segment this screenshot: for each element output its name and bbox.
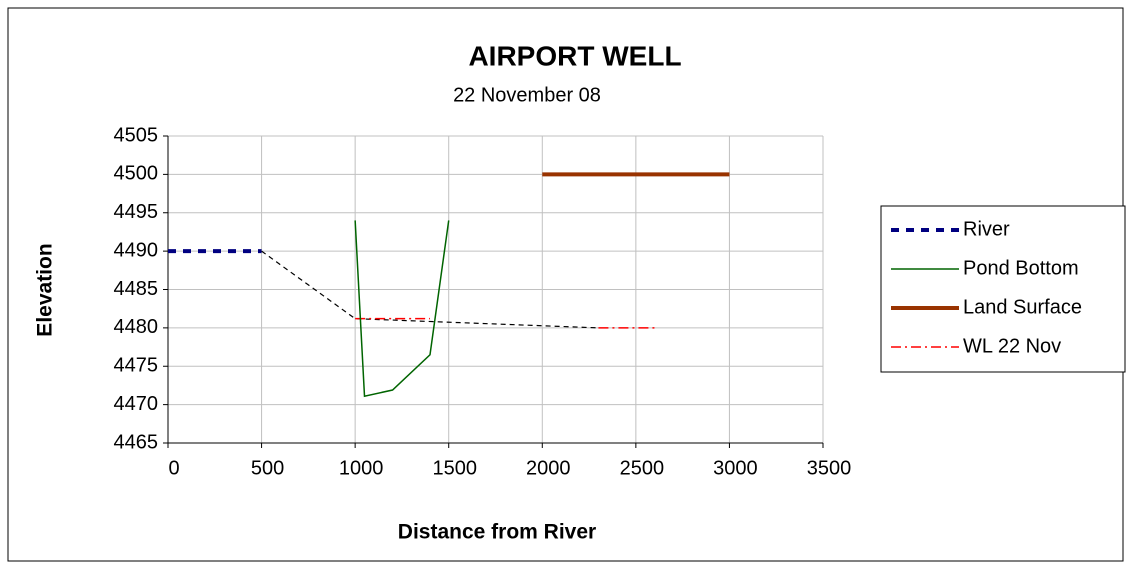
y-tick-label: 4500	[114, 163, 159, 185]
y-tick-label: 4495	[114, 201, 159, 223]
legend-label: WL 22 Nov	[963, 335, 1061, 357]
legend-box	[880, 205, 1126, 373]
y-tick-label: 4490	[114, 239, 159, 261]
x-tick-label: 0	[168, 457, 179, 479]
series-line	[354, 220, 450, 398]
chart-title: AIRPORT WELL	[468, 40, 681, 71]
x-tick-label: 2500	[620, 457, 665, 479]
y-tick-label: 4480	[114, 316, 159, 338]
series-line	[355, 317, 655, 329]
y-tick-label: 4465	[114, 431, 159, 453]
x-tick-label: 1000	[339, 457, 384, 479]
x-tick-label: 3500	[807, 457, 852, 479]
legend-label: Pond Bottom	[963, 257, 1079, 279]
y-tick-label: 4470	[114, 393, 159, 415]
chart-subtitle: 22 November 08	[453, 84, 601, 106]
y-axis-title: Elevation	[34, 243, 57, 336]
y-tick-label: 4485	[114, 278, 159, 300]
x-axis-title: Distance from River	[398, 521, 596, 544]
legend-label: Land Surface	[963, 296, 1082, 318]
x-tick-label: 3000	[713, 457, 758, 479]
series-line	[261, 250, 599, 329]
x-tick-label: 2000	[526, 457, 571, 479]
y-tick-label: 4505	[114, 124, 159, 146]
x-tick-label: 1500	[432, 457, 477, 479]
x-tick-label: 500	[251, 457, 284, 479]
legend-label: River	[963, 218, 1010, 240]
y-tick-label: 4475	[114, 355, 159, 377]
